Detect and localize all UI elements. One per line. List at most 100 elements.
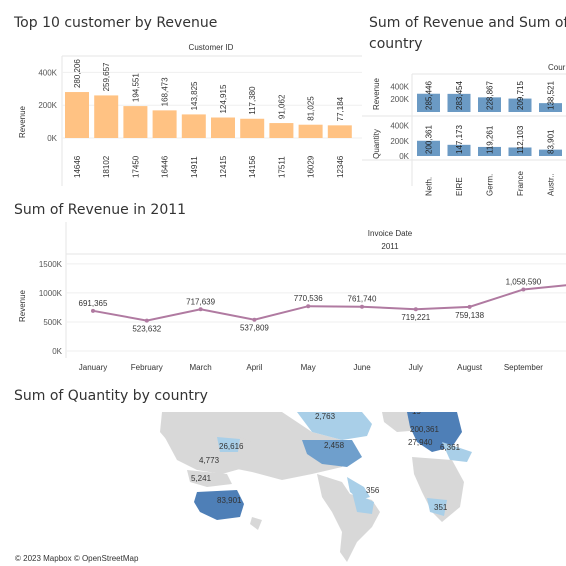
map-country-label: 2,458: [324, 441, 345, 450]
top10-category-label: 17450: [131, 155, 140, 178]
top10-bar[interactable]: [94, 95, 119, 138]
country-value-label: 200,361: [425, 125, 434, 154]
monthly-y-tick: 1000K: [39, 289, 63, 298]
top10-value-label: 280,206: [73, 59, 82, 88]
top10-category-label: 16029: [307, 155, 316, 178]
monthly-line-chart: Invoice Date 2011 Revenue 0K 500K 1000K 150…: [18, 222, 566, 372]
canada-region: [297, 412, 372, 440]
map-country-label: 356: [366, 486, 380, 495]
country-value-label: 119,261: [486, 125, 495, 154]
top10-category-label: 14911: [190, 156, 199, 178]
top10-value-label: 168,473: [161, 77, 170, 106]
top10-category-label: 12346: [336, 155, 345, 178]
country-bar[interactable]: [478, 97, 501, 112]
monthly-revenue-line[interactable]: [92, 284, 566, 322]
top10-bar[interactable]: [123, 106, 148, 138]
top10-bar[interactable]: [65, 92, 89, 138]
country-value-label: 283,454: [455, 81, 464, 110]
monthly-point[interactable]: [91, 308, 95, 313]
map-country-label: 2,763: [315, 412, 336, 421]
top10-bar[interactable]: [152, 110, 177, 138]
country-value-label: 285,446: [425, 81, 434, 110]
new-zealand-land: [250, 517, 262, 530]
country-chart-title-line1: Sum of Revenue and Sum of Q: [369, 15, 566, 31]
top10-y-tick: 200K: [38, 101, 57, 110]
monthly-category-label: June: [353, 363, 371, 372]
map-country-label: 27,940: [408, 438, 433, 447]
top10-category-label: 14646: [73, 155, 82, 178]
monthly-y-tick: 1500K: [39, 260, 63, 269]
monthly-value-label: 537,809: [240, 324, 269, 333]
monthly-value-label: 770,536: [294, 294, 323, 303]
country-bar[interactable]: [417, 140, 440, 156]
country-category-label: Austr..: [547, 173, 556, 196]
top10-bar[interactable]: [240, 118, 265, 138]
country-bar[interactable]: [478, 146, 501, 156]
country-bar[interactable]: [508, 147, 532, 156]
japan-region: [217, 437, 240, 452]
top10-bar[interactable]: [211, 117, 235, 138]
monthly-category-label: January: [79, 363, 107, 372]
monthly-year: 2011: [381, 242, 399, 251]
top10-bar[interactable]: [327, 125, 352, 138]
monthly-value-label: 761,740: [348, 295, 377, 304]
map-country-label: 26,616: [219, 442, 244, 451]
monthly-point[interactable]: [521, 287, 526, 292]
monthly-point[interactable]: [467, 304, 472, 309]
top10-bar[interactable]: [181, 114, 206, 138]
top10-ylabel: Revenue: [18, 105, 27, 138]
monthly-point[interactable]: [360, 304, 364, 309]
country-bar[interactable]: [539, 103, 562, 112]
map-country-label: 4,773: [199, 456, 220, 465]
country-category-label: Germ.: [486, 174, 495, 196]
monthly-value-label: 1,058,590: [506, 277, 542, 286]
country-bar[interactable]: [508, 98, 532, 112]
world-map-canvas[interactable]: 2,763 2,458 26,616 4,773 5,241 83,901 356 200,3…: [12, 412, 566, 566]
country-value-label: 209,715: [516, 81, 525, 110]
country-value-label: 147,173: [455, 125, 464, 154]
monthly-point[interactable]: [252, 317, 257, 322]
country-y-tick: 400K: [390, 82, 409, 91]
monthly-point[interactable]: [144, 318, 149, 323]
monthly-value-label: 719,221: [401, 313, 430, 322]
top10-bar[interactable]: [298, 124, 323, 138]
monthly-point[interactable]: [198, 307, 203, 312]
top10-value-label: 124,915: [219, 84, 228, 113]
monthly-point[interactable]: [306, 304, 311, 309]
europe-region: [407, 412, 462, 452]
monthly-category-label: September: [504, 363, 543, 372]
monthly-point[interactable]: [413, 307, 418, 312]
top10-value-label: 194,551: [131, 73, 140, 102]
top10-bar-chart: Customer ID Revenue 0K 200K 400K 280,206 25…: [18, 43, 362, 186]
country-y-tick: 200K: [390, 137, 409, 146]
monthly-y-tick: 0K: [52, 347, 62, 356]
top10-value-label: 81,025: [307, 96, 316, 121]
top10-category-label: 16446: [161, 155, 170, 178]
country-revenue-label: Revenue: [372, 77, 381, 110]
monthly-category-label: July: [409, 363, 423, 372]
monthly-category-label: March: [189, 363, 211, 372]
monthly-y-tick: 500K: [43, 318, 62, 327]
top10-bar[interactable]: [269, 123, 294, 138]
map-country-label: 19: [412, 412, 421, 416]
world-map[interactable]: 2,763 2,458 26,616 4,773 5,241 83,901 356 200,3…: [12, 412, 566, 566]
top10-value-label: 143,825: [190, 81, 199, 110]
top10-value-label: 91,062: [277, 94, 286, 119]
country-category-label: EIRE: [455, 177, 464, 196]
country-bar[interactable]: [447, 144, 471, 156]
africa-land: [412, 457, 464, 522]
country-bar-chart: Cour Revenue Quantity 200K 400K 0K 200K 400K…: [362, 63, 566, 196]
country-chart-title-line2: country: [369, 36, 423, 52]
caribbean-region: [347, 477, 370, 500]
southeast-asia-land: [187, 470, 232, 487]
top10-value-label: 117,380: [248, 86, 257, 115]
country-bar[interactable]: [539, 149, 562, 156]
country-bar[interactable]: [447, 93, 471, 112]
map-title: Sum of Quantity by country: [14, 388, 208, 404]
country-y-tick: 400K: [390, 122, 409, 131]
monthly-value-label: 759,138: [455, 311, 484, 320]
top10-y-tick: 400K: [38, 68, 57, 77]
country-bar[interactable]: [417, 93, 440, 112]
map-country-label: 6,361: [440, 443, 461, 452]
country-value-label: 138,521: [547, 81, 556, 110]
